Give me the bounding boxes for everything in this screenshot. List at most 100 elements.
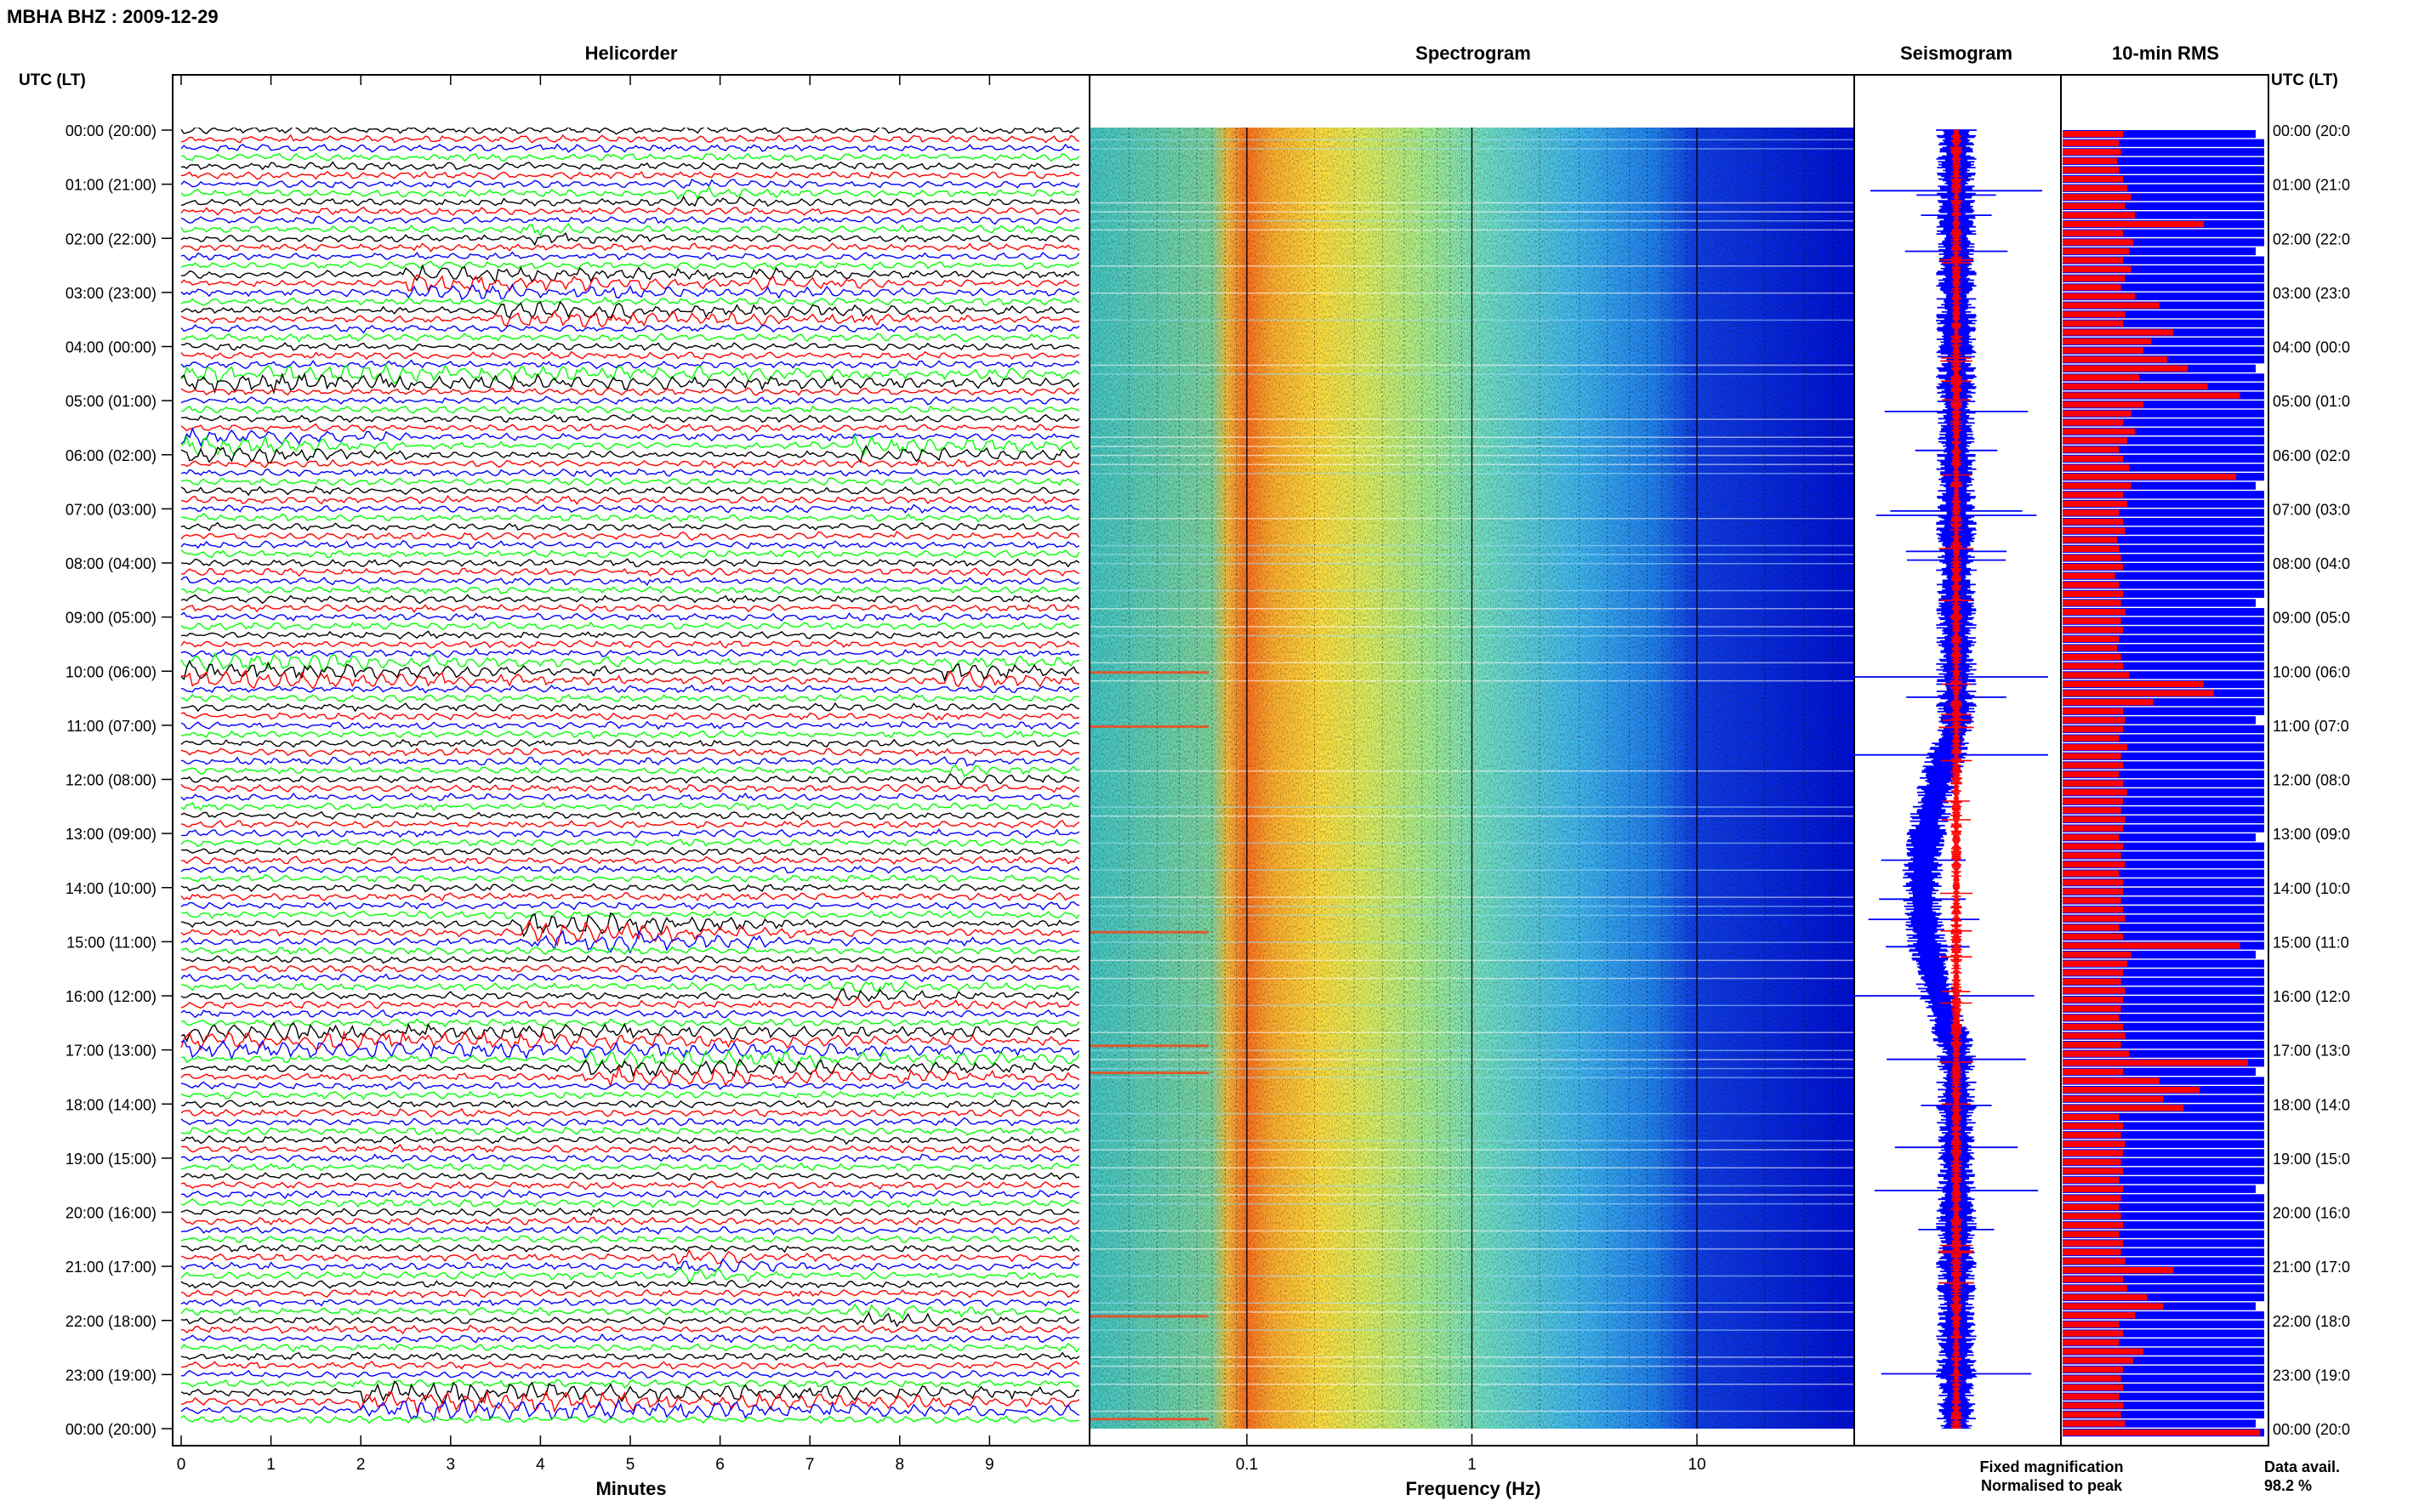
rms-red-bar [2063, 464, 2130, 471]
rms-blue-bar [2063, 1293, 2264, 1302]
helicorder-trace-line [180, 1126, 1079, 1136]
helicorder-trace-line [180, 996, 1079, 1010]
helicorder-trace-line [180, 413, 1079, 423]
helicorder-trace-line [181, 585, 1079, 595]
helicorder-trace-line [180, 558, 1079, 568]
rms-red-bar [2063, 825, 2124, 832]
rms-red-bar [2063, 627, 2124, 634]
helicorder-trace-line [180, 143, 1079, 153]
rms-blue-bar [2063, 571, 2264, 580]
helicorder-trace-line [180, 1243, 1079, 1253]
rms-red-bar [2063, 1023, 2124, 1030]
helicorder-x-tick-label: 5 [626, 1456, 635, 1474]
rms-red-bar [2063, 1357, 2133, 1364]
helicorder-trace-line [180, 567, 1079, 577]
helicorder-trace-line [180, 1351, 1079, 1361]
helicorder-trace-line [180, 630, 1079, 640]
helicorder-trace-line [180, 1369, 1079, 1380]
rms-blue-bar [2063, 824, 2264, 833]
helicorder-trace-line [180, 274, 1079, 293]
helicorder-trace-line [180, 1189, 1079, 1200]
rms-red-bar [2063, 1105, 2184, 1111]
helicorder-trace-line [180, 1288, 1079, 1299]
helicorder-x-tick-label: 8 [896, 1456, 905, 1474]
helicorder-trace-line [180, 1267, 1079, 1283]
rms-blue-bar [2063, 959, 2264, 968]
rms-red-bar [2063, 1231, 2120, 1237]
helicorder-trace-line [180, 955, 1079, 965]
helicorder-trace-line [180, 1171, 1079, 1182]
rms-blue-bar [2063, 229, 2264, 237]
time-label-left: 08:00 (04:00) [65, 555, 157, 572]
helicorder-trace-line [180, 919, 1079, 946]
helicorder-trace-line [180, 1414, 1079, 1424]
rms-red-bar [2063, 780, 2124, 787]
rms-red-bar [2063, 582, 2120, 588]
rms-blue-bar [2063, 1077, 2264, 1085]
helicorder-trace-line [180, 611, 1079, 622]
time-label-right: 01:00 (21:0 [2273, 177, 2350, 194]
helicorder-trace-line [180, 730, 1079, 739]
rms-red-bar [2063, 789, 2127, 796]
helicorder-trace-line [180, 702, 1079, 713]
time-label-left: 11:00 (07:00) [66, 718, 157, 735]
spectrogram-x-tick-label: 0.1 [1236, 1456, 1258, 1474]
rms-red-bar [2063, 1168, 2124, 1174]
rms-red-bar [2063, 1060, 2248, 1066]
helicorder-trace-line [180, 1009, 1079, 1019]
rms-red-bar [2063, 762, 2124, 769]
rms-blue-bar [2063, 526, 2264, 535]
rms-red-bar [2063, 1348, 2143, 1355]
helicorder-trace-line [180, 909, 1079, 919]
rms-red-bar [2063, 1285, 2127, 1292]
helicorder-trace-line [180, 251, 1079, 261]
rms-red-bar [2063, 482, 2132, 489]
helicorder-trace-line [180, 1099, 1079, 1109]
helicorder-xlabel: Minutes [595, 1478, 666, 1499]
rms-red-bar [2063, 500, 2127, 507]
rms-blue-bar [2063, 1339, 2264, 1347]
rms-blue-bar [2063, 373, 2264, 382]
helicorder-trace-line [180, 264, 1079, 284]
helicorder-x-tick-label: 6 [715, 1456, 725, 1474]
rms-red-bar [2063, 1384, 2124, 1391]
rms-blue-bar [2063, 1185, 2256, 1193]
helicorder-trace-line [180, 513, 1079, 523]
seismogram-traces [1847, 129, 2048, 1429]
time-label-right: 11:00 (07:0 [2273, 718, 2349, 735]
rms-blue-bar [2063, 1194, 2264, 1202]
rms-red-bar [2063, 888, 2124, 895]
rms-red-bar [2063, 725, 2124, 733]
helicorder-trace-line [180, 179, 1079, 190]
legend-normalised-to-peak: Normalised to peak [1981, 1477, 2123, 1494]
rms-blue-bar [2063, 463, 2264, 472]
rms-blue-bar [2063, 401, 2264, 409]
spectrogram-event-band [1090, 1315, 1209, 1318]
rms-red-bar [2063, 392, 2240, 399]
helicorder-trace-line [180, 963, 1079, 974]
spectrogram-x-tick-label: 1 [1467, 1456, 1477, 1474]
rms-red-bar [2063, 401, 2143, 408]
rms-bars [2063, 130, 2264, 1437]
helicorder-trace-line [180, 738, 1079, 748]
rms-blue-bar [2063, 743, 2264, 752]
rms-blue-bar [2063, 1239, 2264, 1248]
rms-blue-bar [2063, 1014, 2264, 1022]
rms-red-bar [2063, 987, 2126, 994]
rms-red-bar [2063, 537, 2117, 543]
helicorder-trace-line [180, 196, 1079, 207]
helicorder-x-tick-label: 3 [447, 1456, 456, 1474]
time-labels-right: 00:00 (20:0 01:00 (21:0 02:00 (22:0 03:00 (… [2273, 122, 2350, 1438]
rms-red-bar [2063, 915, 2126, 922]
rms-blue-bar [2063, 156, 2264, 165]
helicorder-trace-line [180, 206, 1079, 216]
rms-red-bar [2063, 176, 2124, 183]
time-label-left: 01:00 (21:00) [65, 177, 157, 194]
rms-blue-bar [2063, 662, 2264, 670]
spectrogram-xlabel: Frequency (Hz) [1406, 1478, 1541, 1499]
helicorder-trace-line [180, 372, 1079, 395]
helicorder-trace-line [180, 1153, 1079, 1163]
rms-red-bar [2063, 753, 2121, 759]
helicorder-trace-line [180, 1039, 1079, 1061]
helicorder-trace-line [180, 503, 1079, 514]
